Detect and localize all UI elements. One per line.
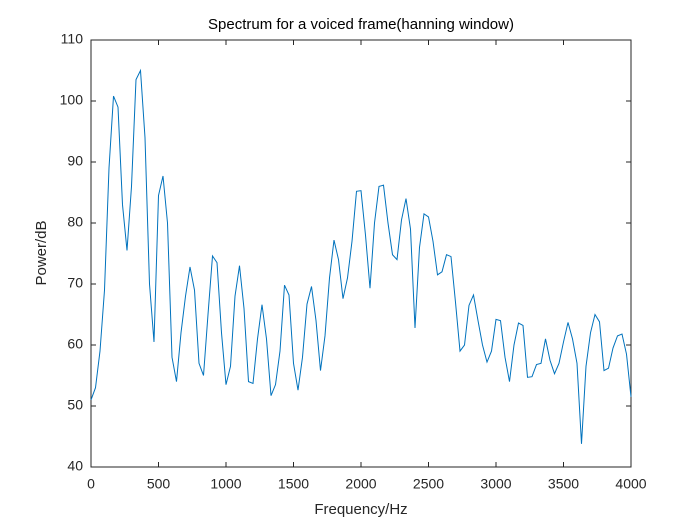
x-tick-label: 4000 xyxy=(615,476,646,492)
x-tick-label: 3000 xyxy=(480,476,511,492)
y-tick-label: 80 xyxy=(67,214,83,230)
y-tick-label: 100 xyxy=(60,92,84,108)
x-tick-label: 2000 xyxy=(345,476,376,492)
data-line xyxy=(90,68,632,444)
y-tick-label: 70 xyxy=(67,275,83,291)
x-axis-label: Frequency/Hz xyxy=(314,501,407,518)
y-tick-label: 40 xyxy=(67,458,83,474)
y-tick-label: 110 xyxy=(61,31,84,47)
x-tick-label: 3500 xyxy=(548,476,579,492)
y-tick-label: 60 xyxy=(67,336,83,352)
x-tick-label: 2500 xyxy=(413,476,444,492)
x-tick-label: 500 xyxy=(147,476,171,492)
x-tick-label: 1000 xyxy=(210,476,241,492)
y-axis-label: Power/dB xyxy=(33,220,50,285)
y-tick-label: 90 xyxy=(67,153,83,169)
x-tick-label: 1500 xyxy=(278,476,309,492)
y-tick-label: 50 xyxy=(67,397,83,413)
x-tick-label: 0 xyxy=(87,476,95,492)
plot-area xyxy=(90,39,632,468)
chart-title: Spectrum for a voiced frame(hanning wind… xyxy=(208,16,514,33)
